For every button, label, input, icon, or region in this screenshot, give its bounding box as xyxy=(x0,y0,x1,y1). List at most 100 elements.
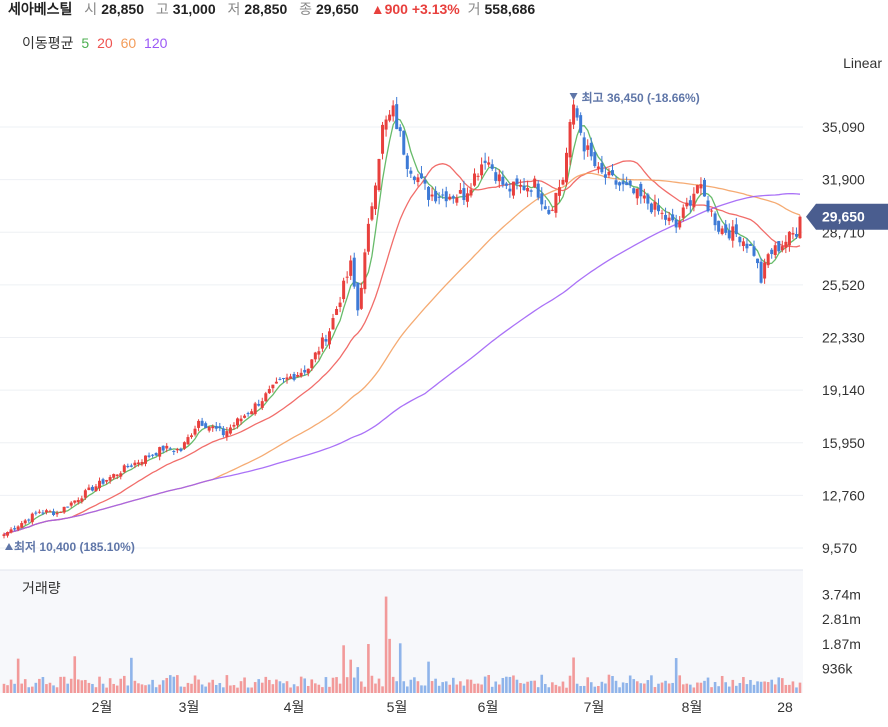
candle-body xyxy=(476,175,480,177)
candle-body xyxy=(66,506,70,508)
candle-body xyxy=(720,228,724,234)
candle-body xyxy=(289,376,293,379)
candle-body xyxy=(34,512,38,514)
volume-bar xyxy=(547,687,551,693)
volume-bar xyxy=(671,682,674,693)
volume-bar xyxy=(154,687,158,693)
volume-bar xyxy=(717,686,720,693)
candle-body xyxy=(90,486,94,491)
candle-body xyxy=(292,373,296,380)
volume-bar xyxy=(264,676,268,693)
volume-bar xyxy=(151,679,154,693)
candle-body xyxy=(69,502,73,506)
volume-bar xyxy=(639,683,643,693)
volume-bar xyxy=(38,678,41,693)
candle-body xyxy=(437,196,441,198)
volume-bar xyxy=(621,682,625,693)
candle-body xyxy=(119,473,123,477)
volume-bar xyxy=(451,677,455,693)
candle-body xyxy=(717,220,721,232)
candle-body xyxy=(44,510,48,513)
candle-body xyxy=(642,195,646,199)
candle-body xyxy=(511,181,515,196)
ma-legend-item-20[interactable]: 20 xyxy=(97,35,113,51)
candle-body xyxy=(303,369,307,373)
volume-bar xyxy=(667,683,671,693)
volume-bar xyxy=(292,684,296,693)
candle-body xyxy=(586,145,590,150)
ma-legend-item-5[interactable]: 5 xyxy=(81,35,90,51)
candle-body xyxy=(299,372,303,377)
candle-body xyxy=(483,160,487,163)
price-tag-shape xyxy=(806,203,888,230)
volume-bar xyxy=(112,683,115,693)
candle-body xyxy=(87,487,91,490)
candle-body xyxy=(427,186,431,200)
candle-body xyxy=(20,523,24,528)
candle-body xyxy=(207,426,211,431)
candle-body xyxy=(80,498,84,502)
volume-value: 558,686 xyxy=(484,1,536,17)
volume-bar xyxy=(218,683,222,693)
candle-body xyxy=(101,479,105,484)
candle-body xyxy=(444,191,448,202)
volume-bar xyxy=(618,687,621,693)
candle-body xyxy=(441,194,445,196)
volume-bar xyxy=(299,676,303,693)
candle-body xyxy=(296,375,300,377)
candle-body xyxy=(76,500,80,503)
candle-body xyxy=(455,197,459,203)
candle-body xyxy=(540,193,544,205)
volume-bar xyxy=(317,684,321,693)
candle-body xyxy=(557,187,561,196)
volume-bar xyxy=(469,679,473,693)
candle-body xyxy=(158,447,162,457)
candle-body xyxy=(271,384,275,389)
volume-bar xyxy=(519,683,522,693)
candle-body xyxy=(664,214,668,220)
candle-body xyxy=(62,506,66,513)
volume-bar xyxy=(689,684,692,693)
moving-average-legend[interactable]: 이동평균 5 20 60 120 xyxy=(22,33,171,53)
volume-bar xyxy=(207,682,211,693)
volume-bar xyxy=(2,683,6,693)
candle-body xyxy=(359,287,363,309)
ma-legend-item-60[interactable]: 60 xyxy=(120,35,137,51)
candle-body xyxy=(681,207,685,218)
candle-body xyxy=(59,511,63,513)
ma-line-60 xyxy=(3,172,801,535)
ma-line-120 xyxy=(3,192,801,535)
grid-lines xyxy=(0,126,803,571)
candle-body xyxy=(204,423,208,429)
volume-bar xyxy=(55,687,59,693)
price-tick-label: 25,520 xyxy=(822,277,865,293)
volume-bar xyxy=(586,677,590,693)
volume-bar xyxy=(16,658,20,693)
candle-body xyxy=(366,223,370,252)
volume-bar xyxy=(94,687,98,693)
volume-bar xyxy=(101,683,105,693)
candle-body xyxy=(607,171,611,176)
volume-bar xyxy=(589,682,593,693)
candle-body xyxy=(126,465,130,468)
candle-body xyxy=(253,403,257,415)
ma-legend-item-120[interactable]: 120 xyxy=(144,35,168,51)
candle-body xyxy=(345,276,349,278)
volume-bar xyxy=(657,683,660,693)
candle-body xyxy=(140,461,144,465)
candle-body xyxy=(660,212,664,214)
candle-body xyxy=(172,450,176,452)
candle-body xyxy=(182,442,186,449)
low-value: 28,850 xyxy=(244,1,288,17)
candle-body xyxy=(398,127,402,132)
candle-body xyxy=(310,359,314,369)
candle-body xyxy=(536,183,540,198)
volume-bar xyxy=(766,682,770,693)
volume-bar xyxy=(45,684,48,693)
scale-toggle[interactable]: Linear xyxy=(843,55,882,71)
candle-body xyxy=(356,282,360,311)
volume-bar xyxy=(186,682,190,693)
volume-bar xyxy=(784,684,788,693)
volume-bar xyxy=(183,686,186,693)
